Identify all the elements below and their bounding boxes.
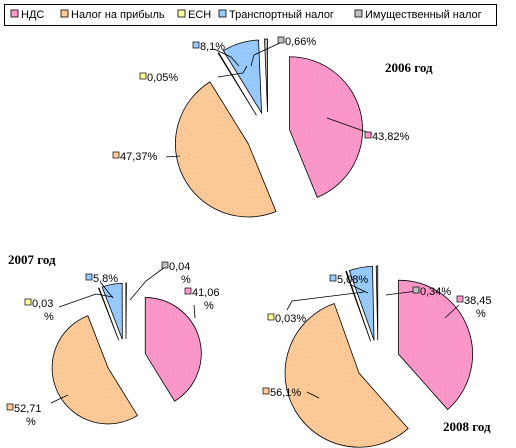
leader-line-property-tax [129,266,166,301]
leader-line-property-tax [385,290,418,296]
legend-label-property-tax: Имущественный налог [365,9,482,21]
pie-slice-texture-property-tax [264,39,268,113]
data-label-social-tax-line2: % [44,311,54,323]
data-label-marker-profit-tax [6,403,14,411]
pie-slice-texture-property-tax [376,266,378,341]
pie-slice-texture-vat [398,280,473,410]
data-label-property-tax: 0,66% [285,36,316,48]
pie-chart-2008: 38,45% 56,1% 0,03% 5,08% 0,34% [262,265,492,448]
data-label-vat-line2: % [476,308,486,320]
data-label-social-tax: 0,03% [275,313,306,325]
leader-line-profit-tax [165,155,181,158]
legend-swatch-transport-tax [218,9,227,18]
data-label-marker-social-tax [24,298,32,306]
pie-slice-texture-vat [145,297,202,402]
data-label-vat: 41,06 [192,287,220,299]
pie-slice-texture-transport-tax [102,283,123,340]
data-label-vat-line2: % [204,300,214,312]
legend-swatch-vat [10,9,19,18]
data-label-vat: 38,45 [464,295,492,307]
data-label-marker-vat [184,287,192,295]
legend-item-profit-tax: Налог на прибыль [60,9,165,21]
leader-line-vat [444,304,460,319]
data-label-marker-profit-tax [262,387,270,395]
leader-line-transport-tax [350,284,369,294]
pie-chart-2006: 43,82% 47,37% 0,05% 8,1% 0,66% [112,36,410,218]
pie-slice-texture-transport-tax [223,40,262,113]
pie-slice-texture-profit-tax [175,81,277,217]
data-label-marker-transport-tax [192,41,200,49]
pie-slice-texture-social-tax [218,52,257,116]
legend-label-vat: НДС [21,9,44,21]
leader-line-transport-tax [100,282,114,299]
data-label-marker-transport-tax [85,273,93,281]
legend-label-social-tax: ЕСН [188,9,211,21]
leader-line-property-tax [250,41,283,67]
legend-label-transport-tax: Транспортный налог [229,9,334,21]
legend-item-social-tax: ЕСН [177,9,211,21]
data-label-marker-social-tax [267,313,275,321]
data-label-marker-social-tax [139,72,147,80]
data-label-marker-property-tax [277,36,285,44]
pie-slice-texture-social-tax [345,271,371,342]
leader-line-vat [326,117,373,135]
legend-frame [4,4,497,26]
legend-swatch-profit-tax [60,9,69,18]
chart-title-2008: 2008 год [443,419,491,434]
pie-slice-texture-profit-tax [285,303,409,448]
pie-chart-2007: 41,06%52,71%0,03%5,8%0,04% [6,261,220,428]
data-label-property-tax-line2: % [181,274,191,286]
leader-line-social-tax [58,293,114,308]
legend-item-property-tax: Имущественный налог [354,9,482,21]
data-label-transport-tax: 5,08% [337,274,368,286]
legend-item-transport-tax: Транспортный налог [218,9,334,21]
leader-line-profit-tax [306,391,320,399]
data-label-marker-property-tax [412,286,420,294]
data-label-social-tax: 0,05% [147,72,178,84]
chart-legend: НДС Налог на прибыль ЕСН Транспортный на… [4,4,497,26]
data-label-profit-tax: 52,71 [14,403,42,415]
data-label-vat: 43,82% [372,131,410,143]
leader-line-social-tax [217,65,248,78]
pie-slice-texture-profit-tax [52,315,138,424]
data-label-marker-vat [456,295,464,303]
data-label-property-tax: 0,04 [169,261,190,273]
chart-title-2007: 2007 год [8,252,56,267]
leader-line-transport-tax [213,48,240,67]
leader-line-vat [193,304,196,319]
pie-slice-texture-property-tax [125,283,127,340]
data-label-social-tax: 0,03 [32,298,53,310]
pie-slice-texture-vat [289,56,363,198]
leader-line-social-tax [286,291,365,311]
data-label-marker-vat [364,131,372,139]
data-label-marker-property-tax [161,261,169,269]
data-label-transport-tax: 5,8% [93,273,118,285]
data-label-profit-tax: 56,1% [270,387,301,399]
data-label-transport-tax: 8,1% [200,41,225,53]
data-label-profit-tax: 47,37% [120,151,158,163]
legend-swatch-property-tax [354,9,363,18]
data-label-marker-transport-tax [329,274,337,282]
legend-item-vat: НДС [10,9,44,21]
legend-label-profit-tax: Налог на прибыль [71,9,165,21]
data-label-marker-profit-tax [112,151,120,159]
pie-slice-texture-social-tax [98,287,119,341]
leader-line-profit-tax [50,394,69,404]
chart-title-2006: 2006 год [385,60,433,75]
legend-swatch-social-tax [177,9,186,18]
data-label-property-tax: 0,34% [420,286,451,298]
pie-slice-texture-transport-tax [349,266,375,341]
data-label-profit-tax-line2: % [26,416,36,428]
